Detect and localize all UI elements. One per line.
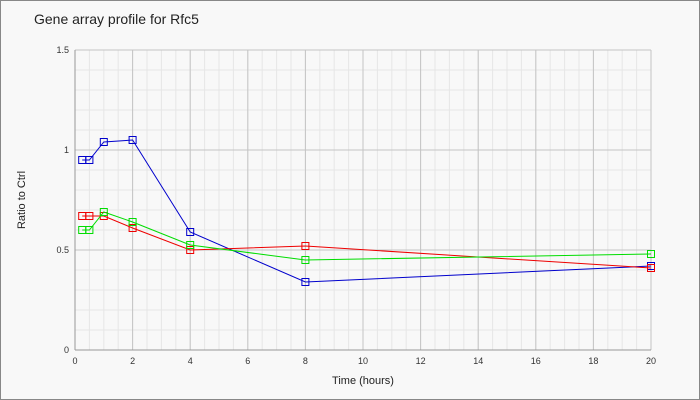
data-point-marker: [85, 212, 94, 220]
data-point-marker: [85, 156, 94, 164]
x-tick-label: 4: [188, 356, 193, 366]
data-point-marker: [128, 136, 137, 144]
x-tick-label: 18: [588, 356, 598, 366]
x-tick-label: 0: [72, 356, 77, 366]
data-point-marker: [301, 256, 310, 264]
y-tick-label: 1.5: [56, 45, 69, 55]
data-point-marker: [186, 246, 195, 254]
data-point-marker: [186, 241, 195, 249]
data-point-marker: [647, 264, 655, 272]
y-axis-label: Ratio to Ctrl: [16, 171, 28, 229]
x-tick-label: 6: [245, 356, 250, 366]
data-point-marker: [85, 226, 94, 234]
series-line-1: [82, 215, 652, 269]
data-point-marker: [128, 218, 137, 226]
series-line-2: [82, 211, 652, 261]
y-tick-label: 0.5: [56, 245, 69, 255]
data-point-marker: [647, 250, 655, 258]
data-point-marker: [186, 228, 195, 236]
data-point-marker: [301, 278, 310, 286]
x-tick-label: 10: [358, 356, 368, 366]
y-tick-label: 1: [64, 145, 69, 155]
data-point-marker: [301, 242, 310, 250]
x-tick-label: 20: [646, 356, 656, 366]
data-point-marker: [128, 224, 137, 232]
data-point-marker: [99, 138, 108, 146]
data-point-marker: [99, 208, 108, 216]
x-axis-label: Time (hours): [332, 375, 394, 387]
series-line-0: [82, 139, 652, 283]
x-tick-label: 2: [130, 356, 135, 366]
x-tick-label: 8: [303, 356, 308, 366]
chart-title: Gene array profile for Rfc5: [34, 11, 199, 27]
x-tick-label: 16: [531, 356, 541, 366]
x-tick-label: 14: [473, 356, 483, 366]
x-tick-label: 12: [416, 356, 426, 366]
y-tick-label: 0: [64, 345, 69, 355]
